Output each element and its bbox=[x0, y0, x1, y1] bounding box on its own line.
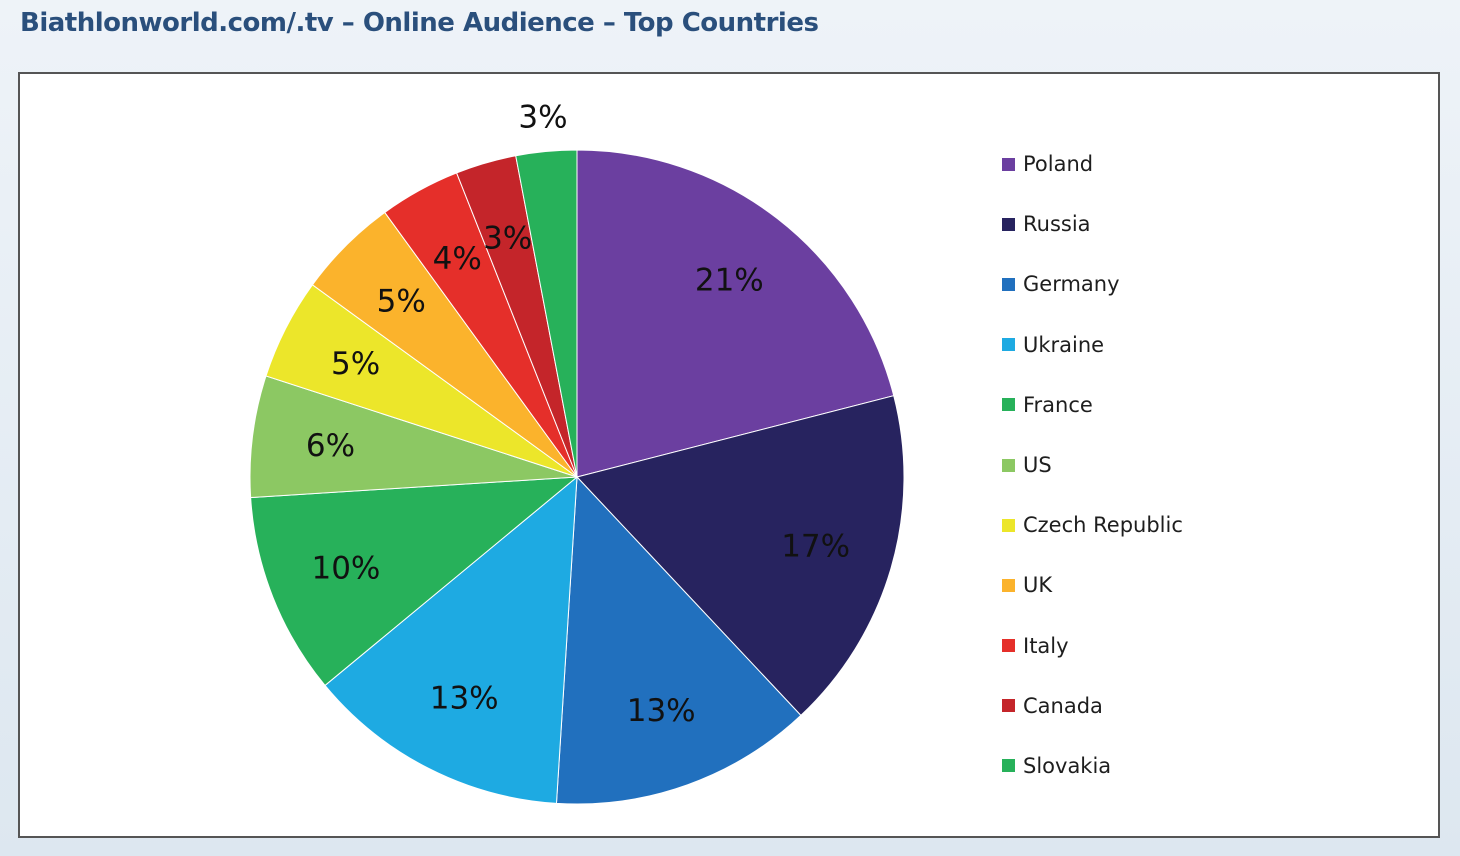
legend-swatch bbox=[1002, 759, 1015, 773]
legend-swatch bbox=[1002, 699, 1015, 713]
slice-label-us: 6% bbox=[306, 428, 355, 464]
slice-label-slovakia: 3% bbox=[518, 100, 567, 136]
pie-slice-poland bbox=[576, 149, 895, 478]
legend-label: Italy bbox=[1023, 633, 1069, 658]
pie-slice-slovakia bbox=[515, 149, 578, 478]
legend-label: Russia bbox=[1023, 212, 1091, 237]
legend-swatch bbox=[1002, 518, 1015, 532]
legend-item-italy: Italy bbox=[1002, 616, 1183, 676]
slice-label-ukraine: 13% bbox=[430, 680, 499, 716]
pie-slice-france bbox=[250, 476, 579, 687]
legend-label: Germany bbox=[1023, 272, 1120, 297]
legend-label: US bbox=[1023, 453, 1052, 478]
legend-item-poland: Poland bbox=[1002, 134, 1183, 194]
legend-swatch bbox=[1002, 458, 1015, 472]
slice-label-poland: 21% bbox=[695, 263, 764, 299]
legend-swatch bbox=[1002, 277, 1015, 291]
chart-frame: 21% 17% 13% 13% 10% 6% 5% 5% 4% 3% 3% Poland Russia… bbox=[18, 72, 1440, 838]
legend-item-uk: UK bbox=[1002, 555, 1183, 615]
legend-swatch bbox=[1002, 217, 1015, 231]
slice-label-germany: 13% bbox=[627, 693, 696, 729]
chart-legend: Poland Russia Germany Ukraine France US Czech … bbox=[1002, 134, 1183, 796]
slice-label-russia: 17% bbox=[781, 528, 850, 564]
legend-item-us: US bbox=[1002, 435, 1183, 495]
pie-chart: 21%17%13%13%10%6%5%5%4%3%3% bbox=[249, 100, 905, 805]
legend-label: Ukraine bbox=[1023, 332, 1105, 357]
legend-label: France bbox=[1023, 392, 1093, 417]
legend-label: Canada bbox=[1023, 693, 1103, 718]
legend-label: UK bbox=[1023, 573, 1053, 598]
pie-slice-germany bbox=[555, 475, 802, 805]
pie-slice-us bbox=[249, 375, 578, 499]
pie-labels: 21%17%13%13%10%6%5%5%4%3%3% bbox=[306, 100, 850, 729]
pie-slices bbox=[249, 149, 905, 805]
legend-swatch bbox=[1002, 157, 1015, 171]
legend-label: Poland bbox=[1023, 152, 1094, 177]
legend-item-germany: Germany bbox=[1002, 254, 1183, 314]
pie-slice-ukraine bbox=[324, 475, 578, 804]
slice-label-uk: 5% bbox=[377, 283, 426, 319]
legend-item-czech-republic: Czech Republic bbox=[1002, 495, 1183, 555]
legend-item-slovakia: Slovakia bbox=[1002, 736, 1183, 796]
legend-swatch bbox=[1002, 578, 1015, 592]
legend-item-ukraine: Ukraine bbox=[1002, 315, 1183, 375]
legend-item-france: France bbox=[1002, 375, 1183, 435]
legend-swatch bbox=[1002, 639, 1015, 653]
legend-item-canada: Canada bbox=[1002, 676, 1183, 736]
legend-swatch bbox=[1002, 338, 1015, 352]
legend-label: Slovakia bbox=[1023, 753, 1112, 778]
slice-label-italy: 4% bbox=[433, 241, 482, 277]
page-title: Biathlonworld.com/.tv – Online Audience … bbox=[20, 8, 819, 38]
legend-swatch bbox=[1002, 398, 1015, 412]
legend-item-russia: Russia bbox=[1002, 194, 1183, 254]
pie-slice-russia bbox=[576, 395, 905, 717]
legend-label: Czech Republic bbox=[1023, 513, 1183, 538]
slice-label-france: 10% bbox=[311, 550, 380, 586]
slice-label-canada: 3% bbox=[483, 220, 532, 256]
slice-label-czech-republic: 5% bbox=[331, 346, 380, 382]
